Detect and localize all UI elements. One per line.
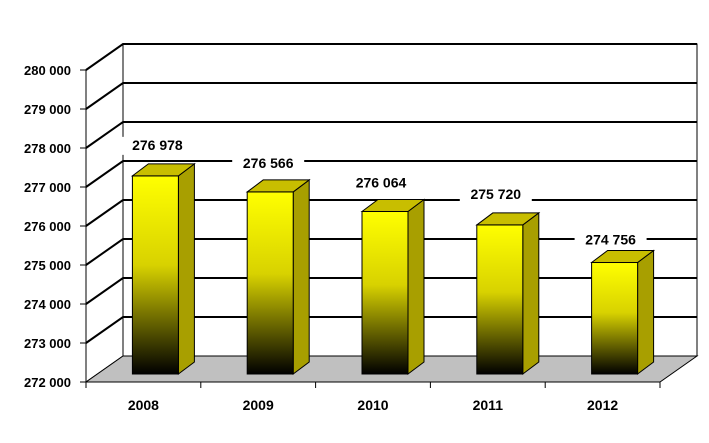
gridline: [85, 43, 697, 71]
gridline: [85, 82, 697, 110]
y-tick-label: 273 000: [24, 336, 71, 351]
bar-2011: [475, 211, 541, 375]
y-tick-label: 274 000: [24, 297, 71, 312]
data-label-background: [121, 136, 194, 155]
bar-side-face: [522, 211, 540, 375]
x-tick-label: 2010: [357, 397, 388, 413]
data-label-background: [232, 154, 305, 173]
gridline: [85, 121, 697, 149]
bars: [130, 162, 656, 375]
bar-2012: [590, 249, 656, 375]
y-tick-label: 279 000: [24, 102, 71, 117]
bar-2008: [130, 162, 196, 375]
x-tick-label: 2012: [587, 397, 618, 413]
data-labels: 276 978 276 566 276 064 275 720 274 756: [121, 136, 647, 250]
data-label-background: [574, 231, 647, 250]
bar-top-face: [245, 179, 311, 193]
x-axis-tick-labels: 2008 2009 2010 2011 2012: [85, 381, 661, 413]
y-tick-label: 276 000: [24, 219, 71, 234]
bar-front-face: [131, 175, 179, 375]
bar-front-face: [591, 262, 639, 375]
data-label-background: [345, 174, 417, 193]
data-label-background: [459, 185, 532, 204]
x-tick-label: 2009: [243, 397, 274, 413]
y-tick-label: 272 000: [24, 375, 71, 390]
bar-top-face: [130, 163, 196, 177]
bar-side-face: [637, 249, 655, 375]
bar-side-face: [407, 198, 425, 375]
bar-2009: [245, 178, 311, 375]
y-axis-tick-labels: 272 000 273 000 274 000 275 000 276 000 277 0…: [24, 63, 86, 390]
data-label: 276 566: [243, 155, 294, 171]
bar-side-face: [177, 162, 195, 375]
bar-front-face: [361, 211, 409, 375]
data-label: 275 720: [470, 186, 521, 202]
bar-top-face: [360, 199, 426, 213]
x-tick-label: 2011: [473, 397, 504, 413]
data-label: 276 064: [356, 175, 407, 191]
bar-top-face: [475, 212, 541, 226]
y-tick-label: 275 000: [24, 258, 71, 273]
bar-2010: [360, 198, 426, 375]
bar-front-face: [246, 191, 294, 375]
y-tick-label: 280 000: [24, 63, 71, 78]
y-tick-label: 277 000: [24, 180, 71, 195]
data-label: 274 756: [585, 232, 636, 248]
x-tick-label: 2008: [128, 397, 159, 413]
bar-top-face: [590, 250, 656, 264]
y-tick-label: 278 000: [24, 141, 71, 156]
gridline: [85, 160, 697, 188]
bar-side-face: [292, 178, 310, 375]
data-label: 276 978: [132, 137, 183, 153]
bar-front-face: [476, 224, 524, 375]
